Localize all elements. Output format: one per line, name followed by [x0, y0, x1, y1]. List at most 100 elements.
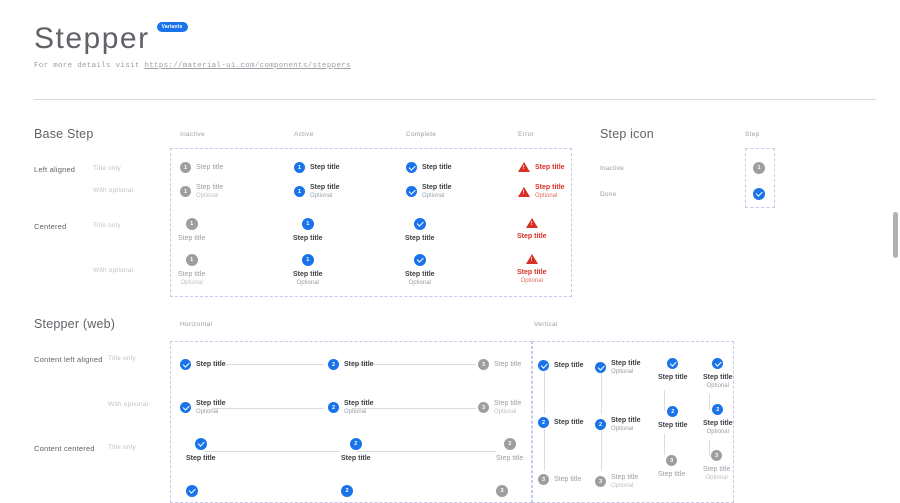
web-h-left-title-step-2[interactable]: 2 Step title [328, 359, 374, 370]
step-title: Step title [344, 361, 374, 368]
step-text: Step title [341, 454, 371, 463]
step-title: Step title [658, 471, 686, 478]
web-v-left-optional-step-2[interactable]: 2 Step title Optional [595, 416, 641, 433]
step-check-icon [538, 360, 549, 371]
step-text: Step title Optional [611, 416, 641, 433]
base-step-error-optional[interactable]: Step title Optional [518, 183, 565, 200]
step-text: Step title [496, 454, 523, 463]
web-v-left-title-step-3[interactable]: 3 Step title [538, 474, 581, 485]
step-title: Step title [494, 361, 522, 368]
base-step-inactive-title[interactable]: 1 Step title [180, 162, 223, 173]
base-step-centered-inactive-title[interactable]: 1 Step title [178, 218, 205, 243]
web-h-centered-optional-step-1[interactable] [186, 485, 198, 497]
step-optional: Optional [494, 409, 517, 415]
web-v-centered-optional-step-1[interactable]: Step title Optional [703, 358, 733, 390]
step-number-icon: 1 [180, 186, 191, 197]
vertical-scrollbar-thumb[interactable] [893, 212, 898, 258]
step-text: Step title [494, 360, 521, 369]
step-number-icon: 1 [180, 162, 191, 173]
web-h-centered-optional-step-3[interactable]: 3 [496, 485, 508, 497]
step-title: Step title [535, 184, 565, 191]
base-step-error-title[interactable]: Step title [518, 162, 565, 172]
step-number-icon: 3 [478, 359, 489, 370]
step-check-icon [595, 362, 606, 373]
base-step-centered-active-optional[interactable]: 1 Step title Optional [293, 254, 323, 287]
step-check-icon [194, 438, 207, 450]
base-step-centered-error-optional[interactable]: Step title Optional [517, 254, 547, 285]
step-title: Step title [494, 400, 522, 407]
web-h-centered-title-step-1[interactable]: Step title [186, 438, 216, 463]
step-connector [212, 364, 324, 365]
step-optional: Optional [520, 278, 543, 284]
variant-label-left-title-only: Title only [93, 165, 121, 172]
base-step-centered-active-title[interactable]: 1 Step title [293, 218, 323, 243]
step-optional: Optional [705, 475, 728, 481]
step-number-icon: 2 [712, 404, 724, 415]
step-text: Step title Optional [535, 183, 565, 200]
step-connector [664, 390, 665, 411]
web-v-centered-title-step-2[interactable]: 2 Step title [658, 406, 688, 430]
step-title: Step title [293, 235, 323, 242]
web-v-left-title-step-2[interactable]: 2 Step title [538, 417, 584, 428]
step-number-icon: 2 [328, 359, 339, 370]
base-step-centered-error-title[interactable]: Step title [517, 218, 547, 241]
web-v-left-title-step-1[interactable]: Step title [538, 360, 584, 371]
step-check-icon[interactable] [753, 188, 765, 200]
step-connector [356, 451, 496, 452]
web-v-left-optional-step-3[interactable]: 3 Step title Optional [595, 473, 638, 490]
step-check-icon [186, 485, 198, 497]
step-text: Step title Optional [196, 183, 223, 200]
step-text: Step title [517, 232, 547, 241]
web-h-left-optional-step-3[interactable]: 3 Step title Optional [478, 399, 521, 416]
step-text: Step title [293, 234, 323, 243]
base-step-complete-title[interactable]: Step title [406, 162, 452, 173]
web-h-centered-optional-step-2[interactable]: 2 [341, 485, 353, 497]
web-h-centered-title-step-3[interactable]: 3 Step title [496, 438, 523, 463]
base-step-centered-complete-title[interactable]: Step title [405, 218, 435, 243]
variant-label-web-left-with-optional: With optional [108, 401, 149, 408]
web-v-centered-title-step-3[interactable]: 3 Step title [658, 455, 685, 479]
web-h-left-optional-step-1[interactable]: Step title Optional [180, 399, 226, 416]
web-h-centered-title-step-2[interactable]: 2 Step title [341, 438, 371, 463]
step-title: Step title [611, 417, 641, 424]
web-h-left-title-step-1[interactable]: Step title [180, 359, 226, 370]
docs-link[interactable]: https://material-ui.com/components/stepp… [144, 62, 351, 70]
step-optional: Optional [611, 369, 634, 375]
base-step-centered-complete-optional[interactable]: Step title Optional [405, 254, 435, 287]
column-header-vertical: Vertical [534, 321, 558, 328]
base-step-centered-inactive-optional[interactable]: 1 Step title Optional [178, 254, 205, 287]
step-title: Step title [196, 361, 226, 368]
step-text: Step title [196, 360, 226, 369]
step-text: Step title Optional [344, 399, 374, 416]
step-optional: Optional [611, 426, 634, 432]
web-v-left-optional-step-1[interactable]: Step title Optional [595, 359, 641, 376]
web-h-left-optional-step-2[interactable]: 2 Step title Optional [328, 399, 374, 416]
page-title-row: Stepper Variants [34, 20, 188, 58]
step-number-icon: 1 [294, 186, 305, 197]
step-number-icon[interactable]: 1 [753, 162, 765, 174]
variants-badge: Variants [156, 22, 188, 32]
base-step-complete-optional[interactable]: Step title Optional [406, 183, 452, 200]
step-text: Step title [344, 360, 374, 369]
web-h-left-title-step-3[interactable]: 3 Step title [478, 359, 521, 370]
step-check-icon [406, 162, 417, 173]
step-check-icon [413, 218, 426, 230]
column-header-inactive: Inactive [180, 131, 205, 138]
base-step-active-optional[interactable]: 1 Step title Optional [294, 183, 340, 200]
step-title: Step title [405, 235, 435, 242]
base-step-canvas-outline [170, 148, 572, 297]
step-number-icon: 3 [711, 450, 723, 461]
step-number-icon: 2 [538, 417, 549, 428]
row-label-centered: Centered [34, 222, 67, 231]
error-triangle-icon [518, 186, 530, 197]
base-step-active-title[interactable]: 1 Step title [294, 162, 340, 173]
step-title: Step title [703, 374, 733, 381]
web-v-centered-optional-step-3[interactable]: 3 Step title Optional [703, 450, 730, 482]
step-optional: Optional [180, 280, 203, 286]
step-title: Step title [344, 400, 374, 407]
step-connector [544, 372, 545, 414]
step-text: Step title [658, 470, 685, 479]
web-v-centered-title-step-1[interactable]: Step title [658, 358, 688, 382]
base-step-inactive-optional[interactable]: 1 Step title Optional [180, 183, 223, 200]
web-v-centered-optional-step-2[interactable]: 2 Step title Optional [703, 404, 733, 436]
